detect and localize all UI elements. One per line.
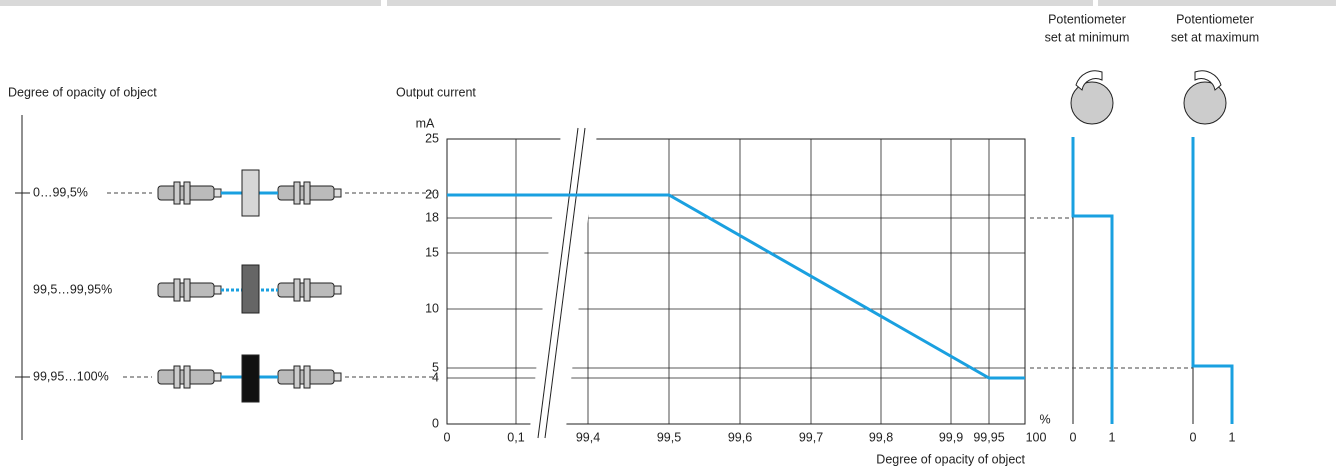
object: [241, 354, 260, 403]
y-tick-label: 4: [432, 370, 439, 384]
sensor-nut: [173, 365, 181, 389]
plot-frame: [446, 138, 1026, 425]
pot-label: set at maximum: [1171, 30, 1259, 44]
top-strip: [0, 0, 1336, 6]
sensor-nut: [173, 181, 181, 205]
sensor-nut: [183, 365, 191, 389]
y-tick-label: 25: [425, 131, 439, 145]
x-tick-label: 0: [444, 430, 451, 444]
sensor-cap: [213, 372, 222, 382]
sensor-nut: [173, 278, 181, 302]
x-tick-label: 1: [1229, 430, 1236, 444]
x-tick-label: 0: [1070, 430, 1077, 444]
sensor-cap: [333, 285, 342, 295]
pot-label: set at minimum: [1045, 30, 1130, 44]
row-label: 0…99,5%: [33, 185, 88, 199]
sensor-nut: [303, 181, 311, 205]
knob-arrow: [1075, 70, 1103, 91]
y-unit: mA: [416, 116, 435, 130]
sensor-nut: [303, 365, 311, 389]
x-tick-label: 99,7: [799, 430, 823, 444]
sensor-cap: [213, 285, 222, 295]
axis-break: [544, 127, 586, 439]
sensor-cap: [213, 188, 222, 198]
axis-break-gap: [528, 128, 598, 438]
row-label: 99,95…100%: [33, 369, 109, 383]
pot-label: Potentiometer: [1176, 12, 1254, 26]
x-tick-label: 99,6: [728, 430, 752, 444]
x-tick-label: 1: [1109, 430, 1116, 444]
object: [241, 169, 260, 217]
pot-curve: [1191, 137, 1234, 424]
knob: [1183, 81, 1227, 125]
x-tick-label: 99,4: [576, 430, 600, 444]
pot-label: Potentiometer: [1048, 12, 1126, 26]
sensor-nut: [303, 278, 311, 302]
x-tick-label: 99,5: [657, 430, 681, 444]
y-tick-label: 0: [432, 416, 439, 430]
y-tick-label: 15: [425, 245, 439, 259]
sensor-nut: [293, 365, 301, 389]
sensor-cap: [333, 372, 342, 382]
sensor-nut: [293, 181, 301, 205]
y-tick-label: 18: [425, 210, 439, 224]
chart-title: Output current: [396, 85, 476, 99]
x-label: Degree of opacity of object: [876, 452, 1025, 466]
axis-break: [537, 127, 579, 439]
x-tick-label: 99,8: [869, 430, 893, 444]
sensor-nut: [183, 181, 191, 205]
y-tick-label: 5: [432, 360, 439, 374]
row-label: 99,5…99,95%: [33, 282, 112, 296]
y-tick-label: 20: [425, 187, 439, 201]
x-tick-label: 0: [1190, 430, 1197, 444]
object: [241, 264, 260, 314]
x-unit: %: [1039, 412, 1050, 426]
knob: [1070, 81, 1114, 125]
sensor-nut: [183, 278, 191, 302]
sensor-cap: [333, 188, 342, 198]
y-tick-label: 10: [425, 301, 439, 315]
knob-arrow: [1194, 70, 1222, 91]
left-title: Degree of opacity of object: [8, 85, 157, 99]
x-tick-label: 100: [1026, 430, 1047, 444]
current-curve: [447, 193, 1025, 380]
pot-curve: [1071, 137, 1114, 424]
x-tick-label: 0,1: [507, 430, 524, 444]
x-tick-label: 99,9: [939, 430, 963, 444]
x-tick-label: 99,95: [973, 430, 1004, 444]
sensor-nut: [293, 278, 301, 302]
